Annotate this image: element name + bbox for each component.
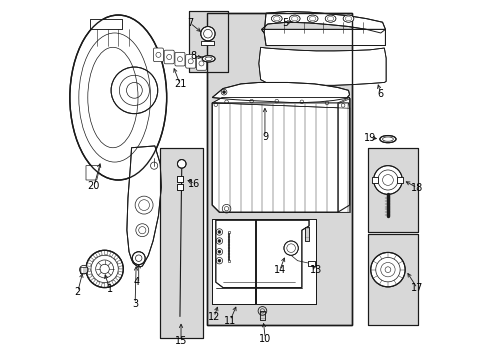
Text: 11: 11 — [224, 316, 236, 325]
Text: 9: 9 — [262, 132, 267, 142]
Text: 19: 19 — [363, 133, 375, 143]
Text: 10: 10 — [259, 333, 271, 343]
Text: 5: 5 — [282, 18, 288, 28]
Bar — [188, 12, 228, 72]
Circle shape — [218, 239, 221, 242]
Ellipse shape — [202, 55, 215, 62]
Circle shape — [218, 230, 221, 233]
Text: 2: 2 — [75, 287, 81, 297]
Bar — [177, 176, 183, 182]
Ellipse shape — [325, 15, 335, 22]
Bar — [371, 177, 378, 183]
FancyBboxPatch shape — [175, 52, 184, 66]
Bar — [160, 148, 203, 338]
Text: 7: 7 — [186, 18, 193, 28]
Circle shape — [132, 252, 145, 265]
Bar — [206, 13, 351, 325]
Bar — [308, 261, 314, 266]
Text: 13: 13 — [309, 265, 322, 275]
Bar — [201, 41, 214, 45]
Ellipse shape — [343, 15, 353, 22]
Circle shape — [222, 91, 225, 94]
Polygon shape — [212, 98, 349, 108]
Bar — [160, 148, 203, 338]
Bar — [80, 267, 87, 273]
Circle shape — [218, 250, 221, 253]
Text: 20: 20 — [87, 181, 100, 192]
Text: 4: 4 — [134, 277, 140, 287]
Bar — [89, 19, 122, 30]
Ellipse shape — [70, 15, 166, 180]
Circle shape — [373, 166, 402, 194]
Bar — [211, 220, 254, 304]
Polygon shape — [261, 12, 385, 33]
Bar — [367, 148, 418, 232]
Bar — [177, 184, 183, 190]
Bar — [256, 220, 315, 304]
Bar — [396, 177, 403, 183]
Text: 6: 6 — [377, 89, 383, 99]
Text: 18: 18 — [410, 183, 423, 193]
Bar — [371, 177, 378, 183]
FancyBboxPatch shape — [185, 54, 195, 68]
Polygon shape — [126, 146, 161, 267]
Bar — [206, 13, 351, 325]
Circle shape — [218, 259, 221, 262]
Text: 14: 14 — [274, 265, 286, 275]
Ellipse shape — [306, 15, 317, 22]
Bar — [256, 220, 315, 304]
Circle shape — [80, 265, 88, 274]
Polygon shape — [337, 98, 349, 212]
FancyBboxPatch shape — [196, 57, 206, 70]
Polygon shape — [212, 82, 349, 103]
Bar — [201, 41, 214, 45]
Bar — [80, 267, 87, 273]
Polygon shape — [258, 47, 386, 85]
Circle shape — [201, 27, 215, 41]
Polygon shape — [215, 220, 308, 288]
Ellipse shape — [289, 15, 300, 22]
Bar — [260, 311, 264, 320]
Bar — [89, 19, 122, 30]
Circle shape — [111, 67, 158, 114]
Bar — [260, 311, 264, 320]
Circle shape — [86, 250, 123, 288]
Bar — [211, 220, 254, 304]
FancyBboxPatch shape — [164, 50, 174, 64]
Polygon shape — [261, 30, 385, 45]
Circle shape — [177, 159, 185, 168]
Ellipse shape — [379, 135, 395, 143]
Bar — [227, 231, 229, 233]
Text: 21: 21 — [173, 79, 186, 89]
Text: 12: 12 — [207, 312, 220, 322]
Circle shape — [284, 241, 298, 255]
Bar — [367, 148, 418, 232]
Bar — [304, 226, 308, 241]
Bar — [177, 184, 183, 190]
Bar — [227, 260, 229, 262]
Text: 17: 17 — [410, 283, 423, 293]
Bar — [304, 226, 308, 241]
Ellipse shape — [271, 15, 282, 22]
Text: 3: 3 — [132, 299, 138, 309]
Polygon shape — [86, 166, 100, 180]
Bar — [367, 234, 418, 325]
Bar — [188, 12, 228, 72]
Text: 16: 16 — [188, 179, 200, 189]
Bar — [177, 176, 183, 182]
Polygon shape — [212, 103, 349, 212]
Text: 8: 8 — [190, 51, 196, 61]
Circle shape — [370, 252, 405, 287]
Bar — [396, 177, 403, 183]
Text: 15: 15 — [175, 336, 187, 346]
FancyBboxPatch shape — [153, 48, 163, 62]
Text: 1: 1 — [107, 284, 113, 294]
Bar — [367, 234, 418, 325]
Bar — [308, 261, 314, 266]
